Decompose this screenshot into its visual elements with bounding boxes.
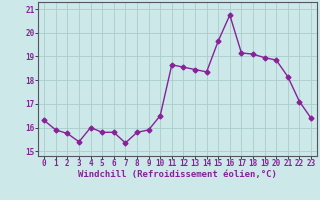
X-axis label: Windchill (Refroidissement éolien,°C): Windchill (Refroidissement éolien,°C) [78, 170, 277, 179]
